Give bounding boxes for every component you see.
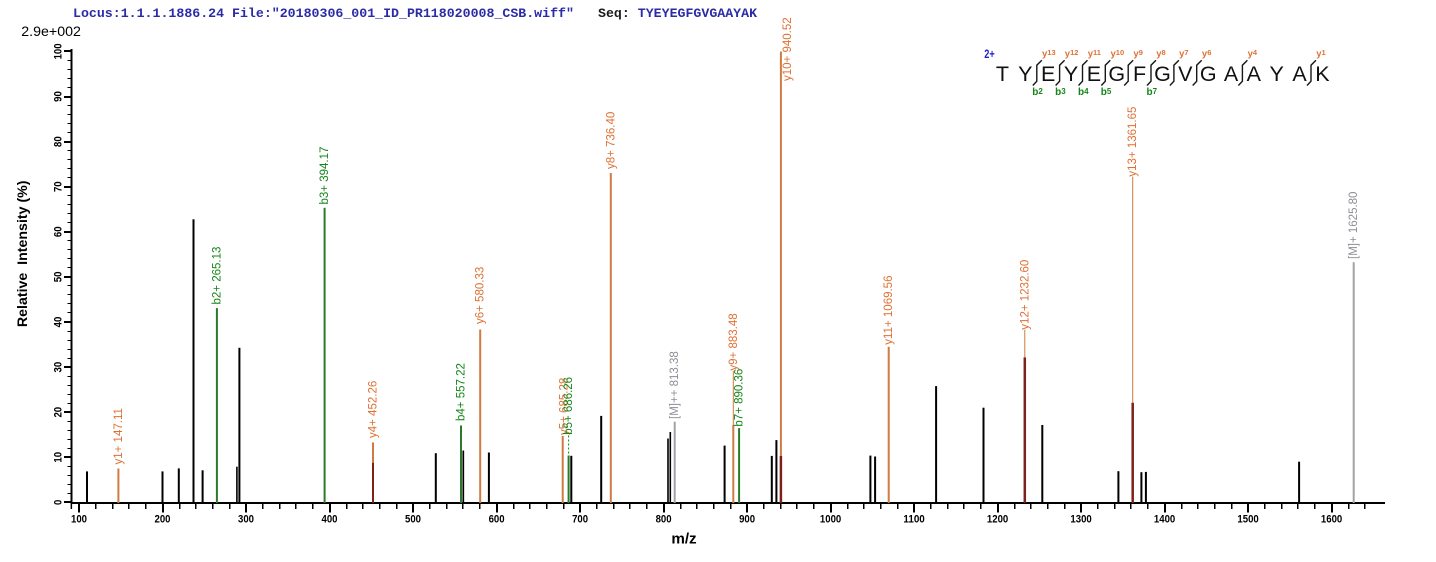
svg-text:y4+ 452.26: y4+ 452.26: [368, 381, 380, 438]
svg-text:y1+ 147.11: y1+ 147.11: [113, 408, 125, 464]
svg-text:y5+ 685.28: y5+ 685.28: [559, 378, 571, 435]
svg-text:700: 700: [572, 513, 588, 525]
svg-text:y13: y13: [1042, 48, 1056, 59]
svg-text:60: 60: [53, 226, 65, 237]
svg-text:[M]++ 813.38: [M]++ 813.38: [669, 351, 681, 419]
svg-text:b3: b3: [1055, 87, 1066, 98]
svg-text:y11: y11: [1088, 48, 1101, 59]
svg-text:T: T: [996, 62, 1009, 86]
svg-text:A: A: [1224, 62, 1239, 86]
svg-text:G: G: [1108, 62, 1125, 86]
svg-text:y10: y10: [1111, 48, 1125, 59]
svg-text:m/z: m/z: [671, 531, 697, 548]
svg-text:y8+ 736.40: y8+ 736.40: [605, 112, 617, 169]
svg-text:20: 20: [53, 407, 65, 418]
svg-text:G: G: [1154, 62, 1171, 86]
svg-text:1100: 1100: [903, 513, 924, 525]
svg-text:300: 300: [238, 513, 254, 525]
svg-text:500: 500: [405, 513, 421, 525]
svg-text:y9: y9: [1133, 48, 1142, 59]
svg-text:y8: y8: [1156, 48, 1165, 59]
svg-text:b5: b5: [1101, 87, 1112, 98]
svg-text:1200: 1200: [987, 513, 1008, 525]
svg-text:1400: 1400: [1154, 513, 1175, 525]
svg-text:1600: 1600: [1321, 513, 1342, 525]
svg-text:b3+ 394.17: b3+ 394.17: [319, 147, 331, 205]
svg-text:G: G: [1200, 62, 1217, 86]
svg-text:100: 100: [71, 513, 87, 525]
svg-text:1300: 1300: [1070, 513, 1091, 525]
svg-text:E: E: [1087, 62, 1101, 86]
svg-text:70: 70: [53, 181, 65, 192]
svg-text:y13+ 1361.65: y13+ 1361.65: [1127, 107, 1139, 177]
svg-text:200: 200: [155, 513, 171, 525]
svg-text:b7: b7: [1147, 87, 1158, 98]
svg-text:y6: y6: [1202, 48, 1211, 59]
svg-text:Relative Intensity (%): Relative Intensity (%): [15, 180, 31, 327]
svg-text:2+: 2+: [984, 47, 995, 61]
svg-text:0: 0: [53, 500, 65, 505]
svg-text:y7: y7: [1179, 48, 1188, 59]
svg-text:Y: Y: [1064, 62, 1078, 86]
svg-text:800: 800: [656, 513, 672, 525]
svg-text:10: 10: [53, 452, 65, 463]
svg-text:1000: 1000: [820, 513, 841, 525]
svg-text:900: 900: [739, 513, 755, 525]
svg-text:y9+ 883.48: y9+ 883.48: [728, 313, 740, 370]
svg-text:80: 80: [53, 136, 65, 147]
svg-text:30: 30: [53, 362, 65, 373]
svg-text:K: K: [1315, 62, 1330, 86]
svg-text:V: V: [1178, 62, 1193, 86]
svg-text:Y: Y: [1270, 62, 1284, 86]
svg-text:40: 40: [53, 317, 65, 328]
svg-text:y6+ 580.33: y6+ 580.33: [475, 267, 487, 324]
svg-text:y4: y4: [1248, 48, 1258, 59]
svg-text:[M]+ 1625.80: [M]+ 1625.80: [1348, 192, 1360, 259]
svg-text:b4+ 557.22: b4+ 557.22: [456, 363, 468, 421]
svg-text:y11+ 1069.56: y11+ 1069.56: [883, 276, 895, 345]
svg-text:400: 400: [322, 513, 338, 525]
svg-text:E: E: [1041, 62, 1055, 86]
svg-text:b4: b4: [1078, 87, 1089, 98]
svg-text:y12+ 1232.60: y12+ 1232.60: [1019, 260, 1031, 330]
svg-text:y10+ 940.52: y10+ 940.52: [782, 17, 794, 81]
svg-text:90: 90: [53, 91, 65, 102]
svg-text:600: 600: [489, 513, 505, 525]
svg-text:1500: 1500: [1237, 513, 1258, 525]
svg-text:y1: y1: [1316, 48, 1325, 59]
svg-text:A: A: [1247, 62, 1262, 86]
svg-text:b2: b2: [1032, 87, 1043, 98]
svg-text:b7+ 890.36: b7+ 890.36: [734, 369, 746, 427]
svg-text:F: F: [1133, 62, 1146, 86]
svg-text:y12: y12: [1065, 48, 1079, 59]
svg-text:b5+ 686.26: b5+ 686.26: [563, 377, 575, 435]
svg-text:100: 100: [53, 43, 65, 59]
svg-text:b2+ 265.13: b2+ 265.13: [211, 247, 223, 305]
svg-text:A: A: [1292, 62, 1307, 86]
svg-text:2.9e+002: 2.9e+002: [21, 24, 81, 40]
svg-text:50: 50: [53, 272, 65, 283]
svg-text:Y: Y: [1018, 62, 1032, 86]
